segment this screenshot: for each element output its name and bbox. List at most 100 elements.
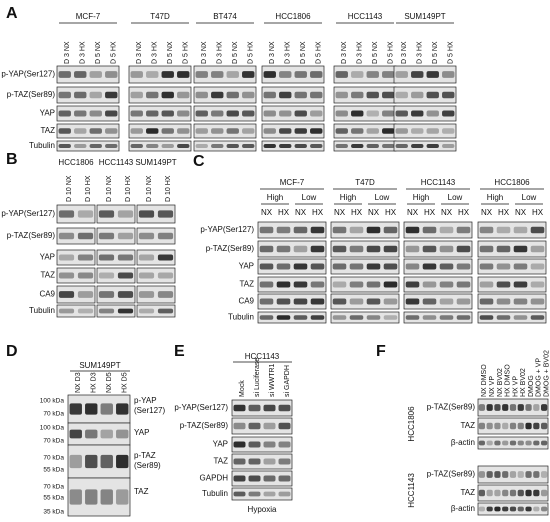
blot	[403, 311, 473, 324]
band	[525, 471, 532, 478]
band	[117, 272, 134, 279]
blot	[128, 140, 192, 152]
row-label: p-TAZ(Ser89)	[206, 244, 255, 253]
band	[233, 422, 246, 430]
band	[382, 128, 395, 134]
lane-label: D 5 HX	[111, 41, 118, 64]
band	[541, 471, 548, 478]
blot	[261, 65, 325, 84]
band	[58, 210, 75, 218]
band	[442, 71, 455, 78]
band	[98, 232, 115, 240]
band	[77, 272, 94, 279]
band	[278, 458, 291, 465]
blot	[393, 123, 457, 139]
band	[294, 110, 307, 117]
lane-label: HX	[312, 208, 324, 217]
band	[478, 404, 485, 411]
band	[278, 404, 291, 412]
band	[530, 263, 545, 270]
blot	[257, 293, 327, 310]
band	[117, 232, 134, 240]
band	[395, 91, 408, 99]
lane-label: D 3 HX	[80, 41, 87, 64]
band	[496, 281, 511, 288]
band	[332, 281, 347, 288]
blot	[136, 304, 176, 318]
blot	[257, 311, 327, 324]
blot	[128, 105, 192, 122]
blot	[193, 105, 257, 122]
band	[382, 110, 395, 117]
band	[276, 298, 291, 305]
lane-label: HX D5	[122, 372, 129, 393]
band	[383, 315, 398, 320]
band	[226, 91, 239, 99]
band	[248, 441, 261, 448]
band	[496, 245, 511, 253]
lane-label: HX	[351, 208, 363, 217]
band	[226, 110, 239, 117]
band	[58, 232, 75, 240]
band	[138, 291, 155, 298]
marker: 55 kDa	[43, 467, 64, 474]
row-label: TAZ	[460, 488, 475, 497]
band	[496, 226, 511, 234]
row-label: p-TAZ(Ser89)	[427, 403, 476, 412]
band	[100, 403, 113, 415]
blot	[403, 276, 473, 293]
lane-label: D 5 NX	[432, 41, 439, 64]
blot	[403, 293, 473, 310]
band	[509, 440, 517, 446]
band	[533, 440, 540, 446]
band	[177, 144, 190, 148]
blot	[136, 204, 176, 224]
band	[195, 144, 208, 148]
row-label: TAZ	[134, 487, 149, 496]
row-label: (Ser89)	[134, 461, 161, 470]
cell-line: SUM149PT	[135, 158, 176, 167]
band	[58, 291, 75, 298]
band	[486, 471, 493, 478]
row-label: CA9	[39, 290, 55, 299]
lane-label: NX	[515, 208, 527, 217]
band	[77, 291, 94, 298]
band	[69, 489, 82, 505]
band	[422, 263, 437, 270]
band	[411, 110, 424, 117]
band	[293, 281, 308, 288]
blot	[231, 417, 293, 435]
marker: 55 kDa	[43, 495, 64, 502]
band	[74, 110, 87, 117]
row-label: TAZ	[213, 457, 228, 466]
marker: 70 kDa	[43, 411, 64, 418]
band	[479, 263, 494, 270]
band	[382, 91, 395, 99]
band	[525, 404, 532, 411]
band	[138, 210, 155, 218]
band	[517, 440, 524, 446]
band	[351, 91, 364, 99]
band	[530, 226, 545, 234]
band	[77, 232, 94, 240]
row-label: p-TAZ(Ser89)	[427, 470, 476, 479]
lane-label: D 3 NX	[401, 41, 408, 64]
group-label: Low	[448, 193, 463, 202]
band	[502, 404, 509, 411]
band	[383, 281, 398, 288]
band	[494, 506, 501, 512]
band	[211, 91, 224, 99]
band	[58, 91, 71, 99]
band	[426, 144, 439, 148]
band	[58, 71, 71, 78]
band	[310, 91, 323, 99]
band	[533, 471, 540, 478]
blot	[393, 105, 457, 122]
band	[541, 506, 548, 512]
row-label: YAP	[213, 440, 228, 449]
band	[509, 404, 517, 411]
band	[405, 226, 420, 234]
band	[395, 144, 408, 148]
group-label: High	[413, 193, 429, 202]
lane-label: D 3 NX	[341, 41, 348, 64]
